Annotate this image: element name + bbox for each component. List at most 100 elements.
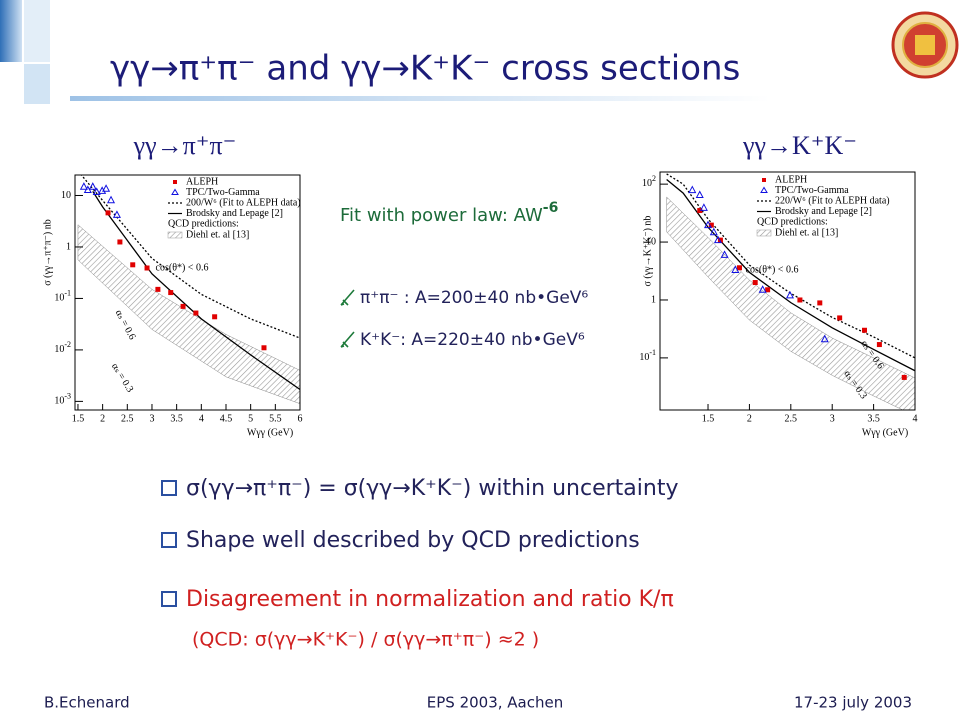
point	[155, 286, 161, 292]
curve	[80, 175, 300, 339]
point	[752, 280, 758, 286]
point	[720, 250, 729, 258]
x-tick-label: 4.5	[220, 413, 233, 424]
x-tick-label: 4	[913, 413, 918, 424]
point	[758, 285, 767, 293]
corner-block	[24, 0, 50, 62]
pen-icon	[340, 331, 355, 348]
subheading: γγ→π⁺π⁻	[133, 131, 237, 160]
legend-swatch	[756, 229, 772, 237]
annotation: αₛ = 0.3	[109, 361, 135, 394]
point	[112, 210, 121, 218]
annotation: cos(θ*) < 0.6	[746, 264, 799, 275]
x-tick-label: 6	[298, 413, 303, 424]
legend-label: TPC/Two-Gamma	[186, 187, 260, 198]
legend-label: 200/W⁶ (Fit to ALEPH data)	[186, 197, 301, 208]
annotation: cos(θ*) < 0.6	[156, 262, 209, 273]
legend-swatch	[173, 180, 177, 184]
point	[79, 182, 88, 190]
y-tick-exp: 2	[652, 174, 656, 183]
point	[713, 235, 722, 244]
y-tick-label: 1	[66, 241, 71, 252]
plot-frame	[74, 174, 301, 411]
y-tick-base: 10	[642, 178, 652, 189]
point	[785, 290, 795, 299]
bullet: Disagreement in normalization and ratio …	[186, 587, 674, 612]
bullet-box	[161, 480, 177, 607]
x-tick-label: 3	[149, 413, 154, 424]
legend-label: ALEPH	[186, 176, 218, 187]
point	[144, 265, 150, 271]
legend-label: TPC/Two-Gamma	[775, 185, 849, 196]
point	[861, 327, 867, 333]
point	[695, 190, 704, 198]
footer-center: EPS 2003, Aachen	[427, 694, 563, 712]
y-tick-base: 10	[54, 344, 64, 355]
y-tick-label: 10	[646, 236, 656, 247]
x-axis-label: Wγγ (GeV)	[247, 427, 293, 438]
x-tick-label: 3.5	[170, 413, 183, 424]
legend-label: Diehl et. al [13]	[186, 229, 249, 240]
y-tick-label: 10-2	[54, 340, 71, 355]
y-tick-exp: -1	[64, 288, 71, 297]
point	[820, 334, 829, 343]
point	[817, 300, 823, 306]
band	[77, 224, 300, 404]
legend-label: Brodsky and Lepage [2]	[186, 208, 283, 219]
curve	[666, 173, 915, 359]
x-tick-label: 2	[747, 413, 752, 424]
footer-right: 17-23 july 2003	[794, 694, 912, 712]
slide-title: γγ→π⁺π⁻ and γγ→K⁺K⁻ cross sections	[110, 49, 740, 89]
point	[168, 290, 174, 296]
point	[837, 315, 843, 321]
corner-block	[24, 64, 50, 104]
point	[731, 265, 740, 273]
y-tick-label: 10-1	[639, 348, 656, 363]
point	[102, 184, 111, 192]
bullet: σ(γγ→π⁺π⁻) = σ(γγ→K⁺K⁻) within uncertain…	[186, 476, 678, 501]
point	[117, 239, 123, 245]
point	[88, 182, 97, 190]
point	[130, 262, 136, 268]
legend-label: Brodsky and Lepage [2]	[775, 206, 872, 217]
subheading: γγ→K⁺K⁻	[742, 131, 857, 160]
point	[180, 303, 186, 309]
note: (QCD: σ(γγ→K⁺K⁻) / σ(γγ→π⁺π⁻) ≈2 )	[192, 629, 539, 651]
y-axis-label: σ (γγ→π⁺π⁻) nb	[42, 219, 53, 286]
y-tick-label: 1	[651, 294, 656, 305]
legend-swatch	[171, 188, 179, 195]
y-tick-base: 10	[54, 396, 64, 407]
x-tick-label: 1.5	[702, 413, 715, 424]
point	[736, 265, 742, 271]
x-tick-label: 1.5	[72, 413, 85, 424]
plot-frame	[659, 171, 916, 411]
x-tick-label: 2	[100, 413, 105, 424]
annotation: αₛ = 0.6	[113, 308, 138, 342]
x-tick-label: 3	[830, 413, 835, 424]
point	[193, 310, 199, 316]
fit-exponent: -6	[543, 200, 559, 216]
point	[708, 222, 714, 228]
fit-text: Fit with power law: AW-6	[340, 200, 558, 226]
legend-swatch	[167, 231, 183, 239]
x-tick-label: 2.5	[785, 413, 798, 424]
point	[697, 208, 703, 214]
x-tick-label: 5.5	[269, 413, 282, 424]
legend-swatch	[760, 186, 768, 193]
footer-left: B.Echenard	[44, 694, 130, 712]
point	[876, 342, 882, 348]
legend-heading: QCD predictions:	[757, 216, 828, 227]
y-tick-exp: -1	[649, 348, 656, 357]
point	[709, 227, 718, 236]
point	[105, 210, 111, 216]
point	[703, 220, 713, 229]
x-tick-label: 4	[199, 413, 204, 424]
point	[212, 314, 218, 320]
y-axis-label: σ (γγ→K⁺K⁻) nb	[642, 216, 653, 287]
corner-block	[0, 0, 22, 62]
point	[797, 297, 803, 303]
logo	[891, 11, 959, 79]
legend-label: ALEPH	[775, 174, 807, 185]
